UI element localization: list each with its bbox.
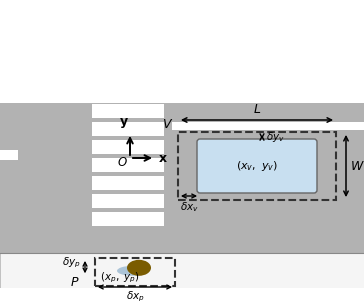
Text: $W$: $W$	[350, 159, 364, 173]
Text: $V$: $V$	[162, 118, 173, 131]
Bar	[178, 132, 336, 200]
Bar	[92, 158, 164, 172]
Text: $\delta x_v$: $\delta x_v$	[179, 200, 198, 214]
Ellipse shape	[127, 260, 151, 276]
Text: $\delta x_p$: $\delta x_p$	[126, 290, 145, 304]
Bar	[92, 104, 164, 118]
Text: $O$: $O$	[116, 156, 127, 170]
Bar	[92, 140, 164, 154]
Ellipse shape	[117, 266, 149, 276]
Text: $\mathbf{y}$: $\mathbf{y}$	[119, 116, 129, 130]
Bar	[92, 212, 164, 226]
Text: $L$: $L$	[253, 103, 261, 116]
Text: $\delta y_v$: $\delta y_v$	[266, 130, 285, 144]
Bar	[92, 194, 164, 208]
Bar	[92, 176, 164, 190]
Bar	[172, 122, 364, 130]
Bar	[92, 122, 164, 136]
Bar	[0, 253, 364, 288]
Bar	[0, 103, 364, 253]
Bar	[0, 150, 18, 160]
Bar	[95, 258, 175, 286]
Text: $\delta y_p$: $\delta y_p$	[62, 256, 81, 270]
Text: $(x_p,\ y_p)$: $(x_p,\ y_p)$	[100, 271, 140, 285]
Text: $\mathbf{x}$: $\mathbf{x}$	[158, 152, 168, 166]
Text: $P$: $P$	[70, 275, 80, 289]
FancyBboxPatch shape	[197, 139, 317, 193]
Text: $(x_v,\ y_v)$: $(x_v,\ y_v)$	[236, 159, 278, 173]
